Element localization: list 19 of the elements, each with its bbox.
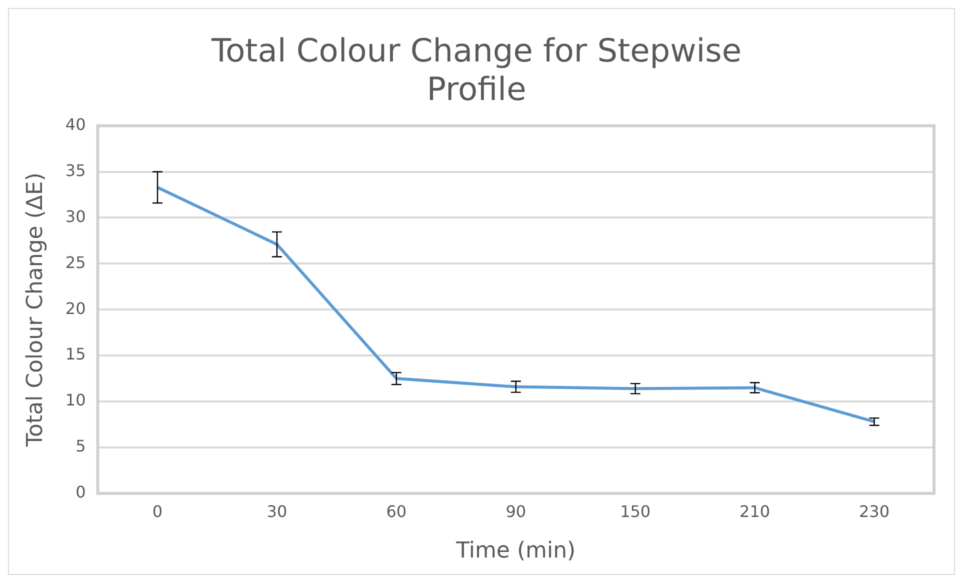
y-tick-label: 20	[65, 298, 86, 318]
y-tick-label: 40	[65, 114, 86, 134]
y-tick-label: 10	[65, 390, 86, 410]
y-tick-label: 35	[65, 160, 86, 180]
chart-title: Total Colour Change for Stepwise Profile	[210, 32, 742, 108]
y-tick-label: 5	[76, 436, 86, 456]
x-tick-label: 230	[858, 502, 890, 522]
x-tick-label: 0	[152, 502, 163, 522]
x-axis-title: Time (min)	[455, 538, 576, 564]
y-tick-label: 25	[65, 252, 86, 272]
y-tick-label: 30	[65, 206, 86, 226]
x-tick-label: 150	[620, 502, 651, 522]
x-tick-label: 210	[740, 502, 770, 522]
y-tick-label: 0	[76, 482, 86, 502]
x-tick-label: 30	[266, 502, 288, 522]
x-tick-label: 90	[506, 502, 526, 522]
x-tick-label: 60	[386, 502, 407, 522]
y-axis-title: Total Colour Change (ΔE)	[22, 172, 48, 448]
y-tick-label: 15	[65, 344, 86, 364]
